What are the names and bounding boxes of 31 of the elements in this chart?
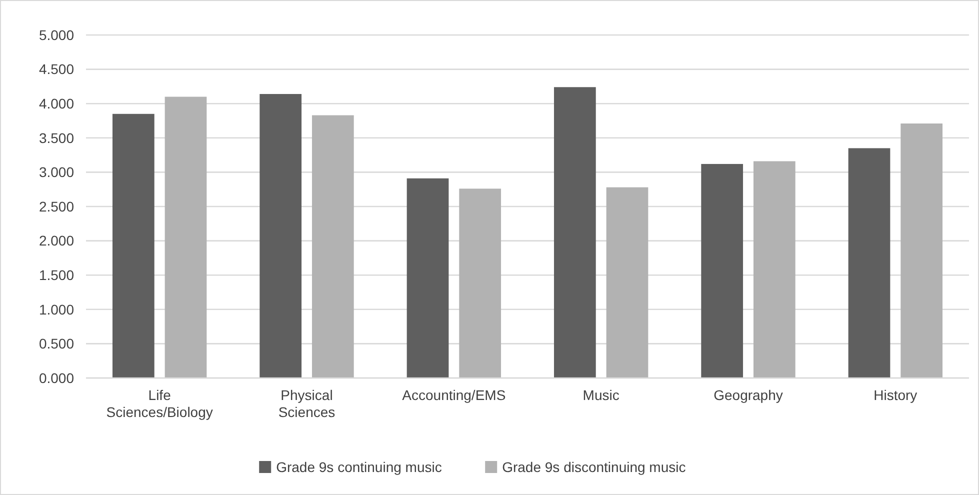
- bar: [606, 187, 648, 378]
- bar: [900, 123, 943, 378]
- x-tick-label: History: [874, 387, 918, 403]
- legend-label: Grade 9s discontinuing music: [502, 458, 686, 475]
- bar: [701, 164, 744, 378]
- bar: [554, 87, 596, 378]
- x-tick-label: Physical Sciences: [278, 387, 336, 420]
- bar: [459, 188, 502, 378]
- bar: [406, 178, 449, 378]
- y-tick-label: 1.500: [38, 267, 74, 283]
- bar: [312, 115, 354, 378]
- bar: [260, 94, 302, 378]
- y-tick-label: 3.000: [38, 164, 74, 180]
- x-tick-label: Accounting/EMS: [402, 387, 506, 403]
- y-tick-label: 1.000: [38, 301, 74, 318]
- y-tick-label: 0.000: [38, 370, 74, 386]
- x-tick-label: Geography: [714, 387, 783, 403]
- y-tick-label: 2.500: [38, 198, 74, 214]
- y-tick-label: 4.000: [38, 96, 74, 112]
- y-tick-label: 3.500: [38, 130, 74, 146]
- bar: [112, 114, 154, 378]
- bar: [753, 161, 796, 378]
- x-tick-label: Music: [582, 387, 620, 403]
- y-tick-label: 4.500: [38, 61, 74, 78]
- legend-label: Grade 9s continuing music: [276, 458, 442, 475]
- y-tick-label: 0.500: [38, 336, 74, 352]
- y-tick-label: 5.000: [38, 26, 74, 43]
- bar: [164, 96, 207, 378]
- x-tick-label: Life Sciences/Biology: [106, 387, 213, 420]
- y-tick-label: 2.000: [38, 232, 74, 249]
- bar: [848, 148, 890, 378]
